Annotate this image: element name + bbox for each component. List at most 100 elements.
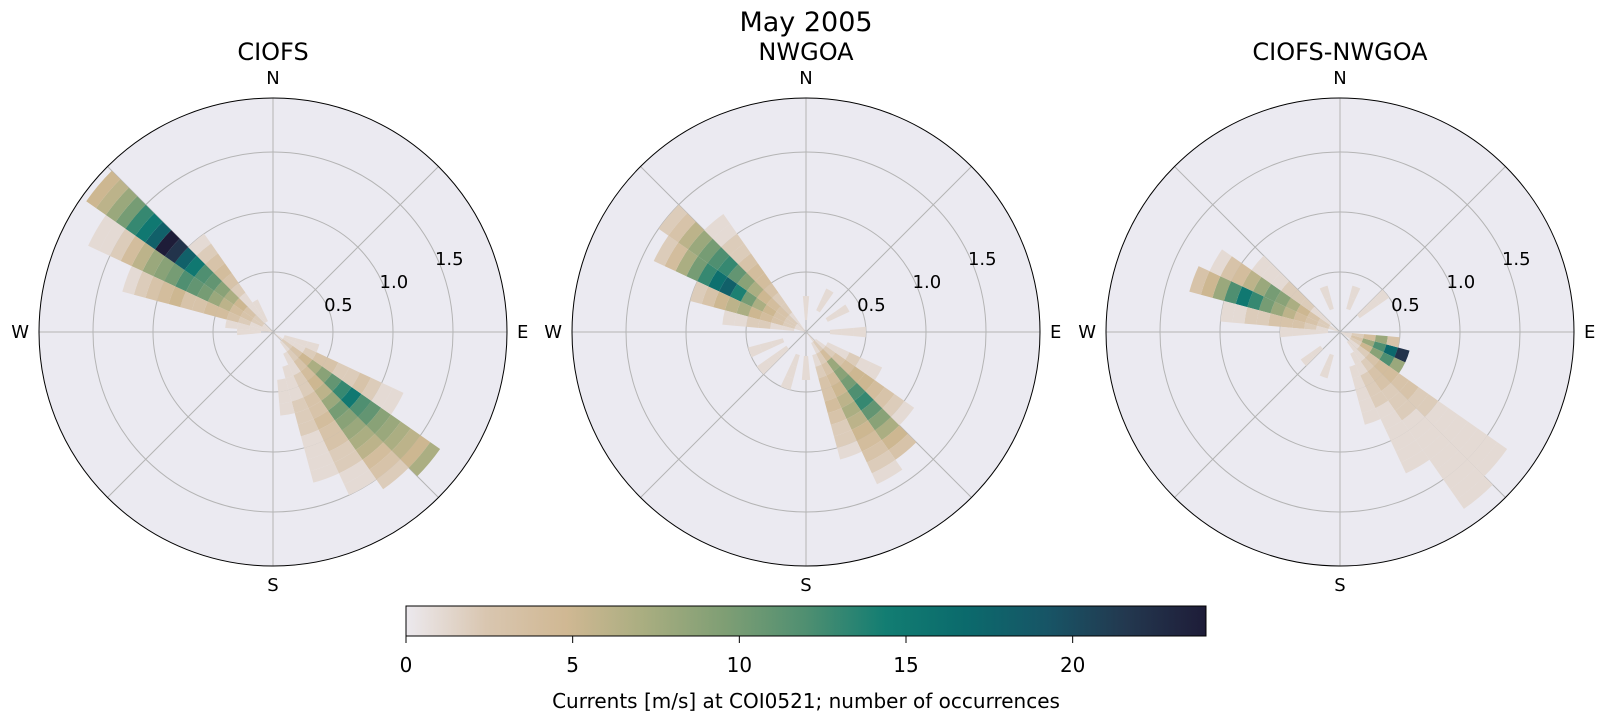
histogram-cell (1310, 345, 1324, 358)
histogram-cell (1324, 353, 1334, 367)
histogram-cell (251, 318, 264, 327)
radial-tick-label: 1.0 (380, 272, 409, 293)
histogram-cell (282, 364, 294, 379)
compass-label-n: N (266, 68, 279, 89)
histogram-cell (381, 387, 404, 415)
histogram-cell (856, 430, 882, 452)
histogram-cell (145, 221, 172, 250)
histogram-cell (837, 440, 862, 460)
histogram-cell (281, 338, 293, 349)
histogram-cell (293, 357, 307, 372)
histogram-cell (1340, 332, 1351, 339)
histogram-cell (821, 386, 837, 402)
histogram-cell (249, 325, 262, 331)
compass-label-e: E (1584, 322, 1595, 343)
histogram-cell (328, 440, 356, 463)
compass-label-n: N (799, 68, 812, 89)
histogram-cell (1324, 297, 1334, 311)
histogram-cell (1365, 298, 1380, 312)
histogram-cell (1407, 387, 1429, 409)
histogram-cell (851, 420, 875, 441)
histogram-cell (776, 306, 790, 319)
polar-panel-nwgoa: 0.5 1.0 1.5 N S E W NWGOA (544, 38, 1061, 596)
histogram-cell (1224, 281, 1243, 305)
histogram-cell (853, 326, 866, 338)
histogram-cell (249, 321, 263, 329)
histogram-cell (109, 228, 136, 262)
histogram-cell (1429, 442, 1459, 470)
histogram-cell (812, 340, 823, 352)
histogram-cell (717, 255, 739, 277)
histogram-cell (357, 400, 382, 426)
histogram-cell (261, 328, 273, 332)
histogram-cell (756, 289, 773, 305)
histogram-cell (261, 326, 273, 332)
histogram-cell (288, 361, 301, 376)
histogram-cell (1389, 357, 1406, 374)
histogram-cell (1360, 357, 1374, 372)
histogram-cell (686, 256, 708, 282)
histogram-cell (1263, 283, 1282, 302)
compass-label-w: W (1078, 322, 1096, 343)
histogram-cell (1282, 306, 1297, 320)
compass-label-e: E (1050, 322, 1061, 343)
histogram-cell (285, 375, 299, 390)
histogram-cell (718, 276, 738, 297)
histogram-cell (1361, 338, 1375, 348)
histogram-cell (1467, 435, 1498, 468)
histogram-cell (780, 375, 794, 390)
histogram-cell (881, 425, 908, 450)
histogram-cell (873, 387, 895, 409)
histogram-cell (314, 382, 333, 401)
histogram-cell (1394, 347, 1410, 363)
polar-panel-ciofs: 0.5 1.0 1.5 N S E W CIOFS (11, 38, 528, 596)
histogram-cell (1352, 375, 1366, 390)
histogram-cell (308, 400, 329, 420)
histogram-cell (1318, 318, 1331, 327)
histogram-cell (164, 238, 189, 264)
histogram-cell (1367, 365, 1383, 382)
histogram-cell (278, 389, 292, 404)
histogram-cell (802, 296, 810, 309)
histogram-cell (321, 391, 341, 411)
histogram-cell (279, 340, 290, 352)
histogram-cell (233, 298, 248, 312)
histogram-cell (812, 353, 822, 367)
histogram-cell (1307, 311, 1321, 322)
histogram-cell (328, 399, 350, 421)
colorbar-tick-label: 20 (1060, 653, 1085, 677)
histogram-cell (1349, 285, 1361, 300)
histogram-cell (1383, 344, 1398, 358)
histogram-cell (133, 271, 154, 298)
histogram-cell (289, 345, 303, 358)
histogram-cell (1374, 335, 1388, 345)
histogram-cell (1346, 297, 1356, 311)
histogram-cell (252, 299, 263, 313)
histogram-cell (1353, 348, 1366, 362)
histogram-cell (816, 299, 827, 313)
histogram-cell (294, 338, 308, 348)
histogram-cell (796, 323, 806, 332)
histogram-cell (120, 235, 146, 267)
histogram-cell (740, 290, 757, 307)
histogram-cell (1395, 440, 1423, 463)
histogram-cell (824, 397, 842, 414)
histogram-cell (664, 242, 689, 272)
histogram-cell (1271, 272, 1290, 291)
histogram-cell (771, 338, 785, 348)
histogram-cell (153, 256, 175, 282)
histogram-cell (362, 442, 392, 470)
histogram-cell (203, 301, 219, 317)
histogram-cell (369, 450, 401, 480)
histogram-cell (861, 440, 889, 463)
histogram-cell (1293, 311, 1308, 323)
histogram-cell (1200, 271, 1221, 298)
histogram-cell (310, 462, 339, 483)
histogram-cell (1475, 442, 1508, 477)
histogram-cell (229, 304, 244, 317)
histogram-cell (408, 442, 441, 477)
histogram-cell (243, 306, 257, 319)
histogram-cell (315, 366, 332, 383)
angular-grid-line (805, 166, 972, 333)
